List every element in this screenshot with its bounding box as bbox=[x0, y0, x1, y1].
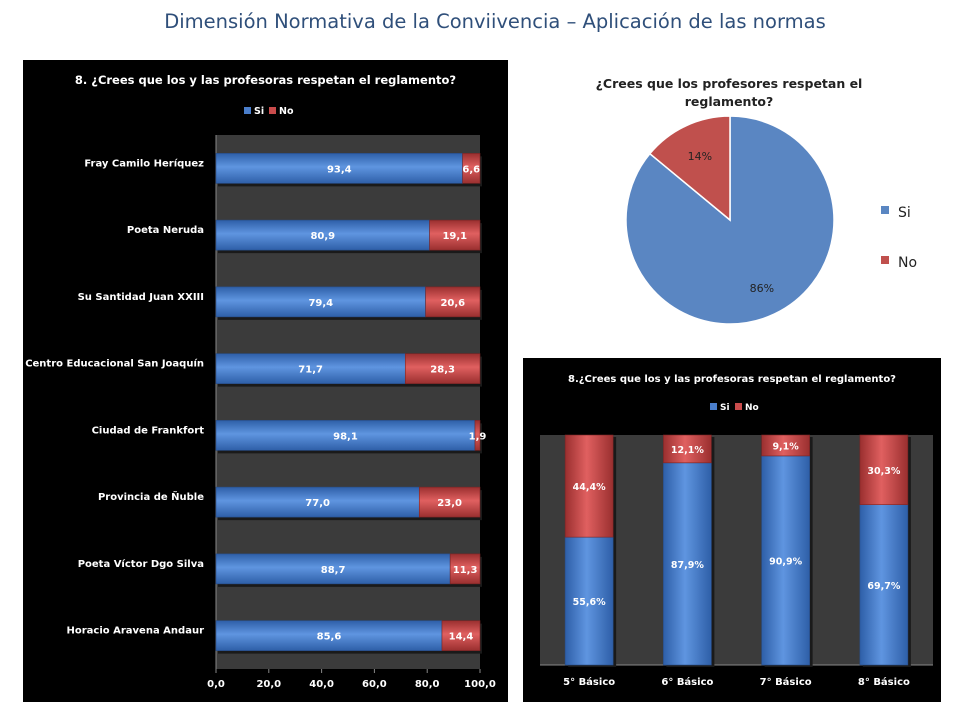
vbar-si-bar bbox=[564, 536, 614, 666]
pie-legend-swatch-no bbox=[881, 256, 889, 264]
hbar-category-label: Ciudad de Frankfort bbox=[92, 425, 205, 436]
vbar-no-bar bbox=[859, 434, 909, 505]
hbar-plot-area bbox=[216, 135, 480, 669]
vbar-no-data-label: 9,1% bbox=[772, 441, 799, 452]
vbar-si-data-label: 55,6% bbox=[573, 597, 606, 608]
vbar-si-data-label: 90,9% bbox=[769, 556, 802, 567]
hbar-si-data-label: 77,0 bbox=[305, 498, 330, 509]
hbar-si-bar bbox=[215, 286, 426, 318]
hbar-no-bar bbox=[449, 553, 481, 585]
hbar-si-data-label: 85,6 bbox=[317, 632, 342, 643]
pie-slice-label-no: 14% bbox=[688, 150, 712, 163]
vbar-si-bar bbox=[859, 504, 909, 666]
hbar-x-tick-label: 20,0 bbox=[256, 679, 281, 690]
hbar-x-tick-label: 40,0 bbox=[309, 679, 334, 690]
hbar-si-data-label: 71,7 bbox=[298, 365, 323, 376]
hbar-no-data-label: 11,3 bbox=[453, 565, 478, 576]
hbar-no-bar bbox=[462, 153, 481, 184]
legend-label-no: No bbox=[279, 106, 294, 117]
hbar-chart: 8. ¿Crees que los y las profesoras respe… bbox=[25, 73, 496, 690]
vbar-no-bar bbox=[564, 434, 614, 538]
hbar-category-label: Horacio Aravena Andaur bbox=[66, 626, 204, 637]
hbar-no-bar bbox=[404, 353, 481, 384]
hbar-no-data-label: 28,3 bbox=[430, 365, 455, 376]
vbar-legend-label-no: No bbox=[745, 403, 759, 413]
hbar-category-label: Fray Camilo Heríquez bbox=[84, 157, 204, 169]
vbar-category-label: 8° Básico bbox=[858, 676, 910, 688]
hbar-si-data-label: 80,9 bbox=[310, 231, 335, 242]
hbar-category-label: Poeta Neruda bbox=[127, 225, 204, 236]
hbar-no-data-label: 20,6 bbox=[440, 298, 465, 309]
vbar-chart-panel: 8.¿Crees que los y las profesoras respet… bbox=[523, 358, 941, 702]
hbar-no-bar bbox=[425, 286, 481, 318]
hbar-si-bar bbox=[215, 486, 420, 518]
vbar-legend-swatch-no bbox=[735, 403, 742, 410]
vbar-si-data-label: 87,9% bbox=[671, 560, 704, 571]
hbar-no-bar bbox=[474, 420, 481, 451]
legend-label-si: Si bbox=[254, 106, 264, 117]
hbar-category-label: Su Santidad Juan XXIII bbox=[78, 292, 204, 303]
hbar-si-bar bbox=[215, 353, 406, 384]
hbar-x-tick-label: 80,0 bbox=[415, 679, 440, 690]
hbar-no-data-label: 1,9 bbox=[469, 431, 487, 442]
hbar-category-label: Provincia de Ñuble bbox=[98, 490, 204, 503]
pie-slice-label-si: 86% bbox=[750, 282, 774, 295]
vbar-category-label: 6° Básico bbox=[661, 676, 713, 688]
hbar-si-bar bbox=[215, 420, 476, 451]
vbar-category-label: 7° Básico bbox=[760, 676, 812, 688]
vbar-category-label: 5° Básico bbox=[563, 676, 615, 688]
hbar-si-data-label: 93,4 bbox=[327, 164, 352, 175]
hbar-si-bar bbox=[215, 153, 463, 184]
hbar-si-data-label: 98,1 bbox=[333, 431, 358, 442]
hbar-si-bar bbox=[215, 553, 451, 585]
legend-swatch-si bbox=[244, 107, 251, 114]
vbar-no-data-label: 44,4% bbox=[573, 482, 606, 493]
pie-title-line-2: reglamento? bbox=[685, 94, 774, 109]
pie-legend-swatch-si bbox=[881, 206, 889, 214]
hbar-si-data-label: 79,4 bbox=[308, 298, 333, 309]
vbar-si-data-label: 69,7% bbox=[867, 581, 900, 592]
vbar-no-bar bbox=[761, 434, 810, 457]
hbar-category-label: Poeta Víctor Dgo Silva bbox=[78, 558, 204, 570]
hbar-si-bar bbox=[215, 219, 430, 251]
slide-title: Dimensión Normativa de la Conviivencia –… bbox=[164, 10, 826, 33]
hbar-x-tick-label: 60,0 bbox=[362, 679, 387, 690]
vbar-no-data-label: 12,1% bbox=[671, 445, 704, 456]
hbar-chart-title: 8. ¿Crees que los y las profesoras respe… bbox=[75, 73, 456, 87]
pie-title-line-1: ¿Crees que los profesores respetan el bbox=[596, 76, 863, 91]
legend-swatch-no bbox=[269, 107, 276, 114]
hbar-x-tick-label: 100,0 bbox=[464, 679, 496, 690]
vbar-no-bar bbox=[663, 434, 712, 464]
vbar-no-data-label: 30,3% bbox=[867, 466, 900, 477]
hbar-no-data-label: 14,4 bbox=[449, 632, 474, 643]
hbar-no-bar bbox=[418, 486, 481, 518]
hbar-si-bar bbox=[215, 620, 443, 651]
pie-legend-label-si: Si bbox=[898, 205, 911, 221]
vbar-chart: 8.¿Crees que los y las profesoras respet… bbox=[540, 374, 933, 688]
hbar-si-data-label: 88,7 bbox=[321, 565, 346, 576]
vbar-si-bar bbox=[761, 455, 810, 666]
hbar-x-tick-label: 0,0 bbox=[207, 679, 225, 690]
hbar-no-data-label: 19,1 bbox=[442, 231, 467, 242]
pie-chart-panel: ¿Crees que los profesores respetan el reg… bbox=[518, 60, 938, 338]
hbar-no-bar bbox=[441, 620, 481, 651]
hbar-category-label: Centro Educacional San Joaquín bbox=[25, 358, 204, 370]
hbar-no-bar bbox=[429, 219, 481, 251]
hbar-no-data-label: 23,0 bbox=[437, 498, 462, 509]
pie-legend-label-no: No bbox=[898, 255, 917, 271]
vbar-chart-title: 8.¿Crees que los y las profesoras respet… bbox=[568, 374, 896, 385]
vbar-legend-label-si: Si bbox=[720, 403, 730, 413]
pie-chart: ¿Crees que los profesores respetan el reg… bbox=[596, 76, 917, 325]
hbar-chart-panel: 8. ¿Crees que los y las profesoras respe… bbox=[23, 60, 508, 702]
pie-slice-no bbox=[648, 115, 731, 222]
hbar-no-data-label: 6,6 bbox=[462, 164, 480, 175]
vbar-legend-swatch-si bbox=[710, 403, 717, 410]
